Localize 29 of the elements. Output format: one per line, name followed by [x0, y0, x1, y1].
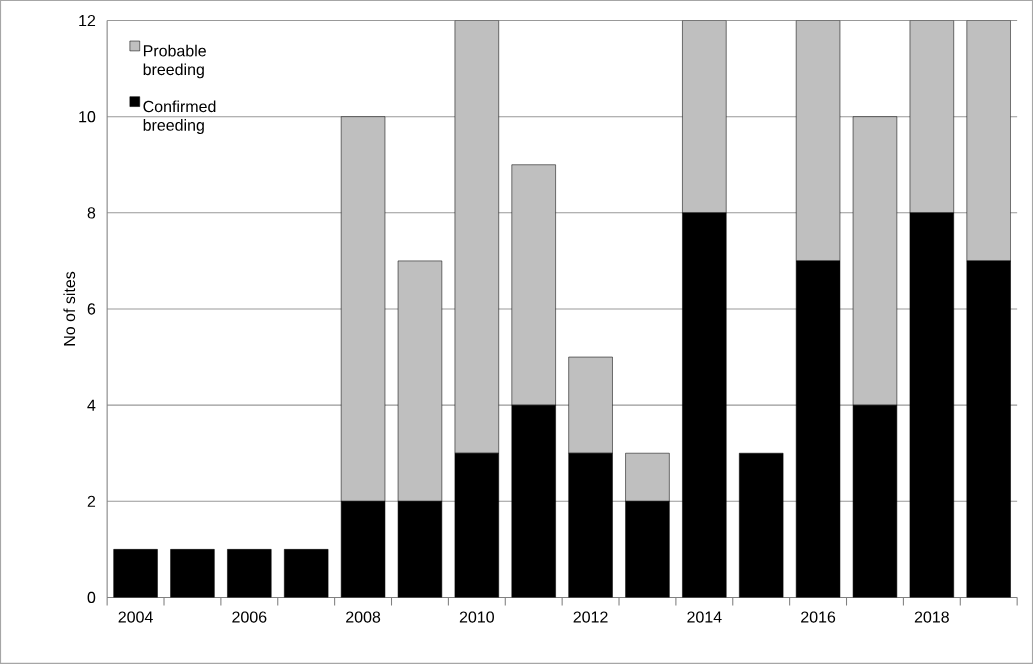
- y-tick-label: 6: [87, 303, 96, 315]
- x-tick-label: 2008: [346, 611, 381, 623]
- bar: [397, 260, 443, 502]
- x-tick-label: 2014: [687, 611, 722, 623]
- bar: [625, 452, 670, 502]
- bar: [682, 20, 727, 214]
- y-tick-label: 0: [87, 591, 96, 604]
- bar: [852, 116, 898, 406]
- x-tick-label: 2018: [914, 611, 949, 623]
- x-tick-label: 2010: [459, 611, 494, 623]
- y-tick-label: 4: [87, 399, 96, 411]
- x-tick-label: 2006: [232, 611, 267, 623]
- y-tick-label: 12: [79, 14, 96, 27]
- y-tick-label: 2: [87, 495, 96, 507]
- bar: [511, 164, 556, 406]
- bar: [966, 20, 1011, 262]
- x-tick-label: 2004: [118, 611, 153, 623]
- bar: [454, 20, 499, 454]
- bar: [340, 116, 386, 502]
- y-tick-label: 10: [79, 111, 96, 123]
- x-tick-label: 2012: [573, 611, 608, 623]
- y-tick-label: 8: [87, 207, 96, 219]
- y-axis-title: No of sites: [63, 271, 76, 346]
- bar: [568, 356, 613, 454]
- bar: [909, 20, 954, 214]
- bar: [795, 20, 841, 262]
- legend-label: Confirmed breeding: [143, 100, 216, 135]
- x-tick-label: 2016: [801, 611, 836, 623]
- legend-label: Probable breeding: [143, 44, 206, 79]
